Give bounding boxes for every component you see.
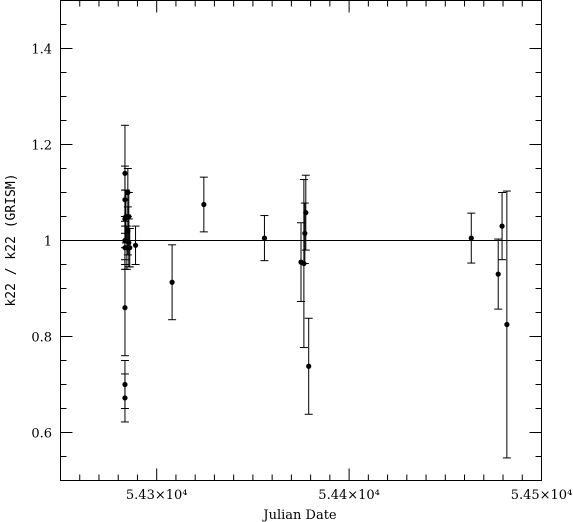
data-point (468, 235, 474, 241)
y-tick-label: 1.4 (31, 43, 52, 58)
y-tick-label: 1.2 (31, 139, 52, 154)
data-point (126, 213, 132, 220)
data-point (302, 230, 308, 236)
y-axis-label: k22 / k22 (GRISM) (4, 173, 19, 306)
data-point (306, 363, 312, 369)
data-point (301, 260, 307, 267)
data-point (122, 395, 128, 401)
data-point (122, 305, 128, 311)
x-axis-label: Julian Date (261, 508, 337, 522)
data-point (122, 237, 128, 244)
data-point (169, 279, 175, 285)
data-point (504, 321, 510, 328)
y-tick-label: 0.8 (31, 331, 52, 346)
x-tick-label: 5.44×10⁴ (318, 488, 380, 503)
data-point (126, 240, 132, 246)
data-point (132, 242, 139, 248)
data-point (125, 228, 131, 234)
tick-labels: 5.43×10⁴ 5.44×10⁴ 5.45×10⁴ 0.6 0.8 1 1.2 1.4 (31, 43, 572, 504)
data-point (303, 210, 309, 216)
y-tick-label: 1 (44, 235, 52, 250)
error-bars (120, 124, 511, 459)
data-point (122, 170, 128, 176)
data-point (122, 197, 128, 203)
axis-ticks (60, 0, 542, 481)
data-point (122, 381, 128, 388)
data-point (261, 235, 268, 241)
data-point (495, 271, 501, 277)
data-point (499, 223, 505, 229)
data-point (201, 201, 207, 208)
y-tick-label: 0.6 (31, 427, 52, 442)
data-points (122, 170, 510, 401)
data-point (125, 189, 131, 196)
data-point (127, 245, 133, 251)
x-tick-label: 5.43×10⁴ (126, 488, 188, 503)
x-tick-label: 5.45×10⁴ (511, 488, 573, 503)
